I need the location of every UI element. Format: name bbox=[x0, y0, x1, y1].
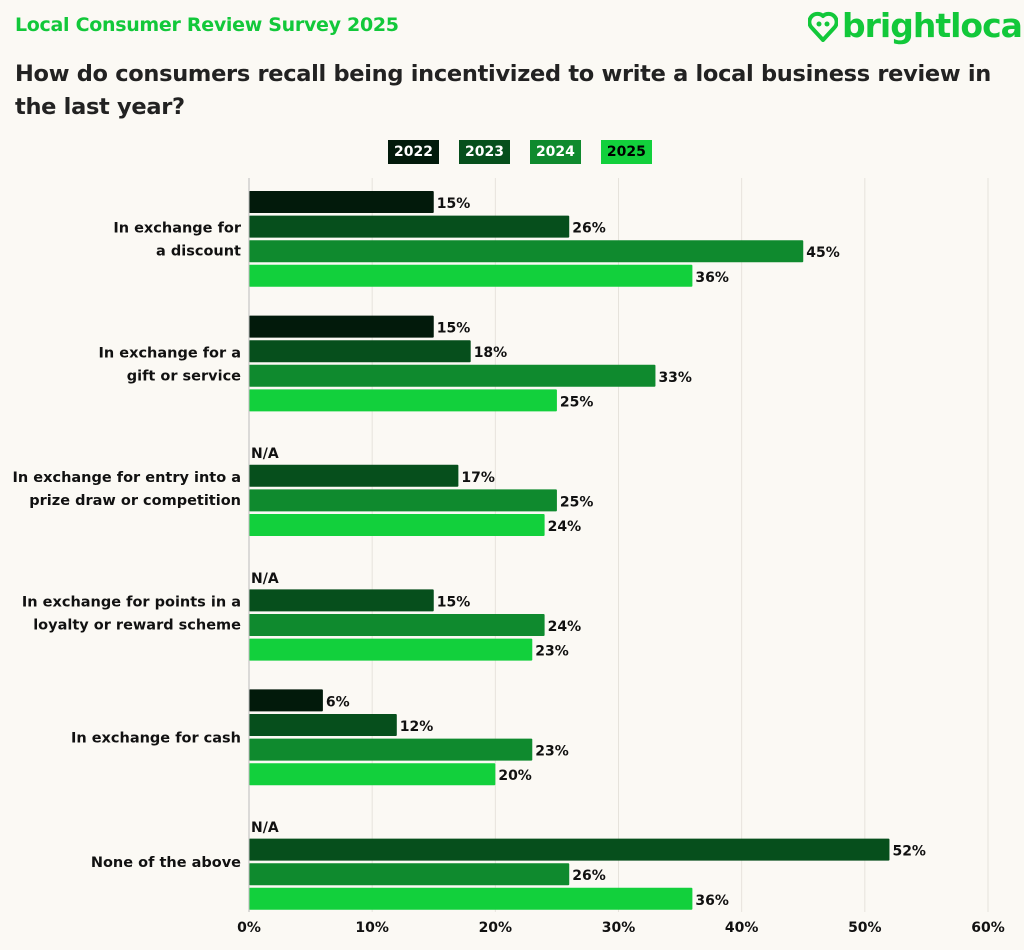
data-label: 15% bbox=[437, 321, 471, 337]
bar-2025 bbox=[249, 514, 545, 536]
bar-2025 bbox=[249, 638, 533, 661]
data-label: 23% bbox=[535, 644, 569, 660]
na-label: N/A bbox=[251, 446, 279, 462]
category-label: a discount bbox=[156, 244, 241, 260]
bar-2023 bbox=[249, 838, 890, 861]
data-label: 24% bbox=[548, 619, 582, 635]
x-tick-label: 10% bbox=[355, 920, 389, 936]
legend-item-2025: 2025 bbox=[600, 140, 652, 164]
survey-title: Local Consumer Review Survey 2025 bbox=[15, 14, 399, 36]
x-tick-label: 40% bbox=[725, 920, 759, 936]
bar-2025 bbox=[249, 389, 557, 412]
category-label: loyalty or reward scheme bbox=[33, 618, 241, 634]
category-label: In exchange for entry into a bbox=[13, 470, 241, 486]
category-label: In exchange for cash bbox=[71, 731, 241, 747]
map-pin-heart-icon bbox=[808, 11, 838, 42]
x-tick-label: 20% bbox=[479, 920, 513, 936]
data-label: 24% bbox=[548, 519, 582, 535]
bar-2022 bbox=[249, 191, 434, 213]
x-tick-label: 60% bbox=[971, 920, 1005, 936]
brightlocal-logo: brightlocal bbox=[808, 6, 1024, 45]
bar-2023 bbox=[249, 340, 471, 363]
bar-2022 bbox=[249, 315, 434, 338]
na-label: N/A bbox=[251, 820, 279, 836]
bar-2024 bbox=[249, 364, 656, 387]
bar-2023 bbox=[249, 215, 570, 238]
data-label: 36% bbox=[695, 270, 729, 286]
x-tick-label: 0% bbox=[237, 920, 261, 936]
bar-2024 bbox=[249, 863, 570, 886]
bar-2023 bbox=[249, 589, 434, 612]
bar-2024 bbox=[249, 240, 804, 263]
x-tick-label: 50% bbox=[848, 920, 882, 936]
bar-2024 bbox=[249, 614, 545, 636]
data-label: 25% bbox=[560, 494, 594, 510]
bar-2025 bbox=[249, 763, 496, 786]
bar-2025 bbox=[249, 887, 693, 910]
category-label: In exchange for bbox=[113, 221, 242, 237]
legend-item-2023: 2023 bbox=[458, 140, 510, 164]
logo-text: brightlocal bbox=[842, 6, 1024, 45]
na-label: N/A bbox=[251, 571, 279, 587]
bar-2023 bbox=[249, 714, 397, 736]
bar-2024 bbox=[249, 738, 533, 761]
category-label: gift or service bbox=[127, 368, 241, 384]
data-label: 12% bbox=[400, 719, 434, 735]
bar-2024 bbox=[249, 489, 557, 512]
data-label: 18% bbox=[474, 345, 508, 361]
legend-item-2024: 2024 bbox=[529, 140, 581, 164]
data-label: 17% bbox=[461, 470, 495, 486]
data-label: 25% bbox=[560, 394, 594, 410]
chart-title: How do consumers recall being incentiviz… bbox=[15, 61, 992, 120]
data-label: 26% bbox=[572, 221, 606, 237]
category-label: None of the above bbox=[91, 855, 241, 871]
bar-2022 bbox=[249, 689, 323, 712]
data-label: 36% bbox=[695, 893, 729, 909]
data-label: 15% bbox=[437, 594, 471, 610]
data-label: 20% bbox=[498, 768, 532, 784]
data-label: 15% bbox=[437, 196, 471, 212]
data-label: 52% bbox=[892, 844, 926, 860]
category-label: In exchange for points in a bbox=[22, 595, 241, 611]
bar-2023 bbox=[249, 464, 459, 487]
bar-2025 bbox=[249, 264, 693, 287]
data-label: 45% bbox=[806, 245, 840, 261]
data-label: 33% bbox=[658, 370, 692, 386]
data-label: 23% bbox=[535, 744, 569, 760]
category-label: prize draw or competition bbox=[29, 493, 241, 509]
x-tick-label: 30% bbox=[602, 920, 636, 936]
data-label: 6% bbox=[326, 694, 350, 710]
data-label: 26% bbox=[572, 868, 606, 884]
category-label: In exchange for a bbox=[99, 345, 242, 361]
legend: 2022 2023 2024 2025 bbox=[388, 140, 652, 164]
legend-item-2022: 2022 bbox=[388, 140, 439, 164]
